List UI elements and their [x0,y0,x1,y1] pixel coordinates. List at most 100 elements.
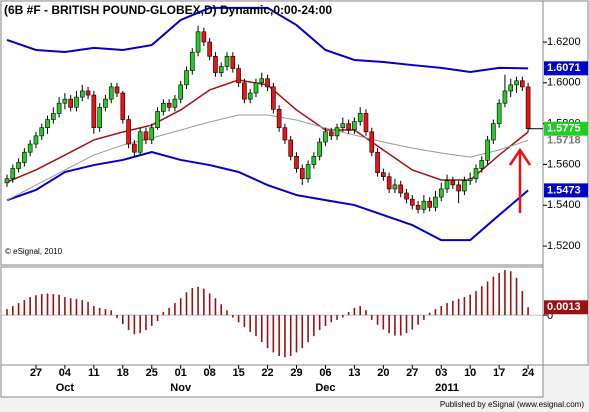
value-label: 1.5775 [547,123,581,135]
candle-body [496,102,502,124]
candle-body [369,131,375,153]
value-label: 1.5473 [547,184,581,196]
candle-body [79,90,85,98]
candle-body [213,55,218,73]
candle-body [357,113,363,122]
time-axis [0,364,544,398]
candle-body [340,123,346,129]
osc-tick-label: 0 [547,310,553,322]
candle-body [68,98,73,108]
candle-body [328,131,334,137]
candle-body [398,184,404,194]
candle-body [10,168,16,180]
candle-body [508,84,514,92]
candle-body [271,86,276,110]
candle-body [201,31,207,43]
candle-body [381,172,386,177]
candle-body [178,84,183,100]
x-tick-label: 18 [117,367,129,379]
copyright: © eSignal, 2010 [5,247,63,256]
x-tick-label: 17 [493,367,505,379]
candle-body [161,102,166,112]
month-label: Oct [56,382,75,394]
candle-body [103,98,108,108]
x-tick-label: 10 [464,367,476,379]
candle-body [479,160,485,169]
candle-body [120,92,126,120]
candle-body [363,113,369,133]
candle-body [56,102,62,114]
candle-body [253,82,259,94]
candle-body [404,192,409,200]
candle-body [172,98,178,108]
candle-body [421,200,427,210]
candle-body [97,107,102,129]
candle-body [386,176,392,190]
month-label: Dec [315,382,335,394]
candle-body [224,55,230,67]
overlay-line [6,150,529,242]
candle-body [22,151,27,163]
candle-body [230,55,236,69]
osc-label-box [544,300,588,315]
x-tick-label: 27 [30,367,42,379]
candle-body [514,80,519,86]
candle-body [299,168,305,180]
oscillator-panel [0,266,544,366]
price-panel [0,0,544,266]
plot: 1.52001.54001.56001.58001.60001.62001.60… [1,6,588,394]
candle-body [467,178,473,182]
y-tick-label: 1.6000 [547,77,581,89]
candle-body [433,196,438,208]
candle-body [189,51,195,71]
candle-body [491,123,496,141]
candle-body [236,68,241,84]
y-tick-label: 1.6200 [547,36,581,48]
candle-body [473,168,479,180]
candle-body [143,131,149,141]
candle-body [456,184,461,192]
candle-body [323,131,328,143]
x-tick-label: 15 [232,367,244,379]
candle-body [149,127,155,141]
candle-body [502,90,508,104]
candle-body [259,78,265,84]
candle-body [520,80,525,88]
x-tick-label: 08 [204,367,216,379]
candle-body [51,113,56,120]
candle-body [294,155,299,169]
candle-body [311,155,317,165]
candle-body [352,121,357,131]
overlay-line [6,114,529,201]
candle-body [462,180,467,192]
candle-body [444,180,450,190]
candle-body [450,180,456,186]
month-label: 2011 [435,382,459,394]
candle-body [62,98,68,104]
candle-body [195,31,201,53]
y-tick-label: 1.5600 [547,158,581,170]
x-tick-label: 27 [406,367,418,379]
candle-body [276,109,282,129]
candle-body [91,94,97,129]
candle-body [409,198,415,206]
candle-body [317,141,322,157]
candle-body [282,127,288,141]
candle-body [305,164,311,180]
candle-body [288,139,294,157]
footer: Published by eSignal (www.esignal.com) [440,400,584,409]
value-label: 1.5718 [547,134,581,146]
candle-body [525,86,531,130]
candle-body [45,119,50,129]
candle-body [27,143,33,153]
candle-body [33,135,39,145]
candle-body [39,127,45,137]
candle-body [265,78,270,88]
x-tick-label: 22 [261,367,273,379]
x-tick-label: 25 [146,367,158,379]
candle-body [108,86,114,100]
month-label: Nov [170,382,192,394]
candle-body [207,41,212,57]
candle-body [166,102,172,108]
